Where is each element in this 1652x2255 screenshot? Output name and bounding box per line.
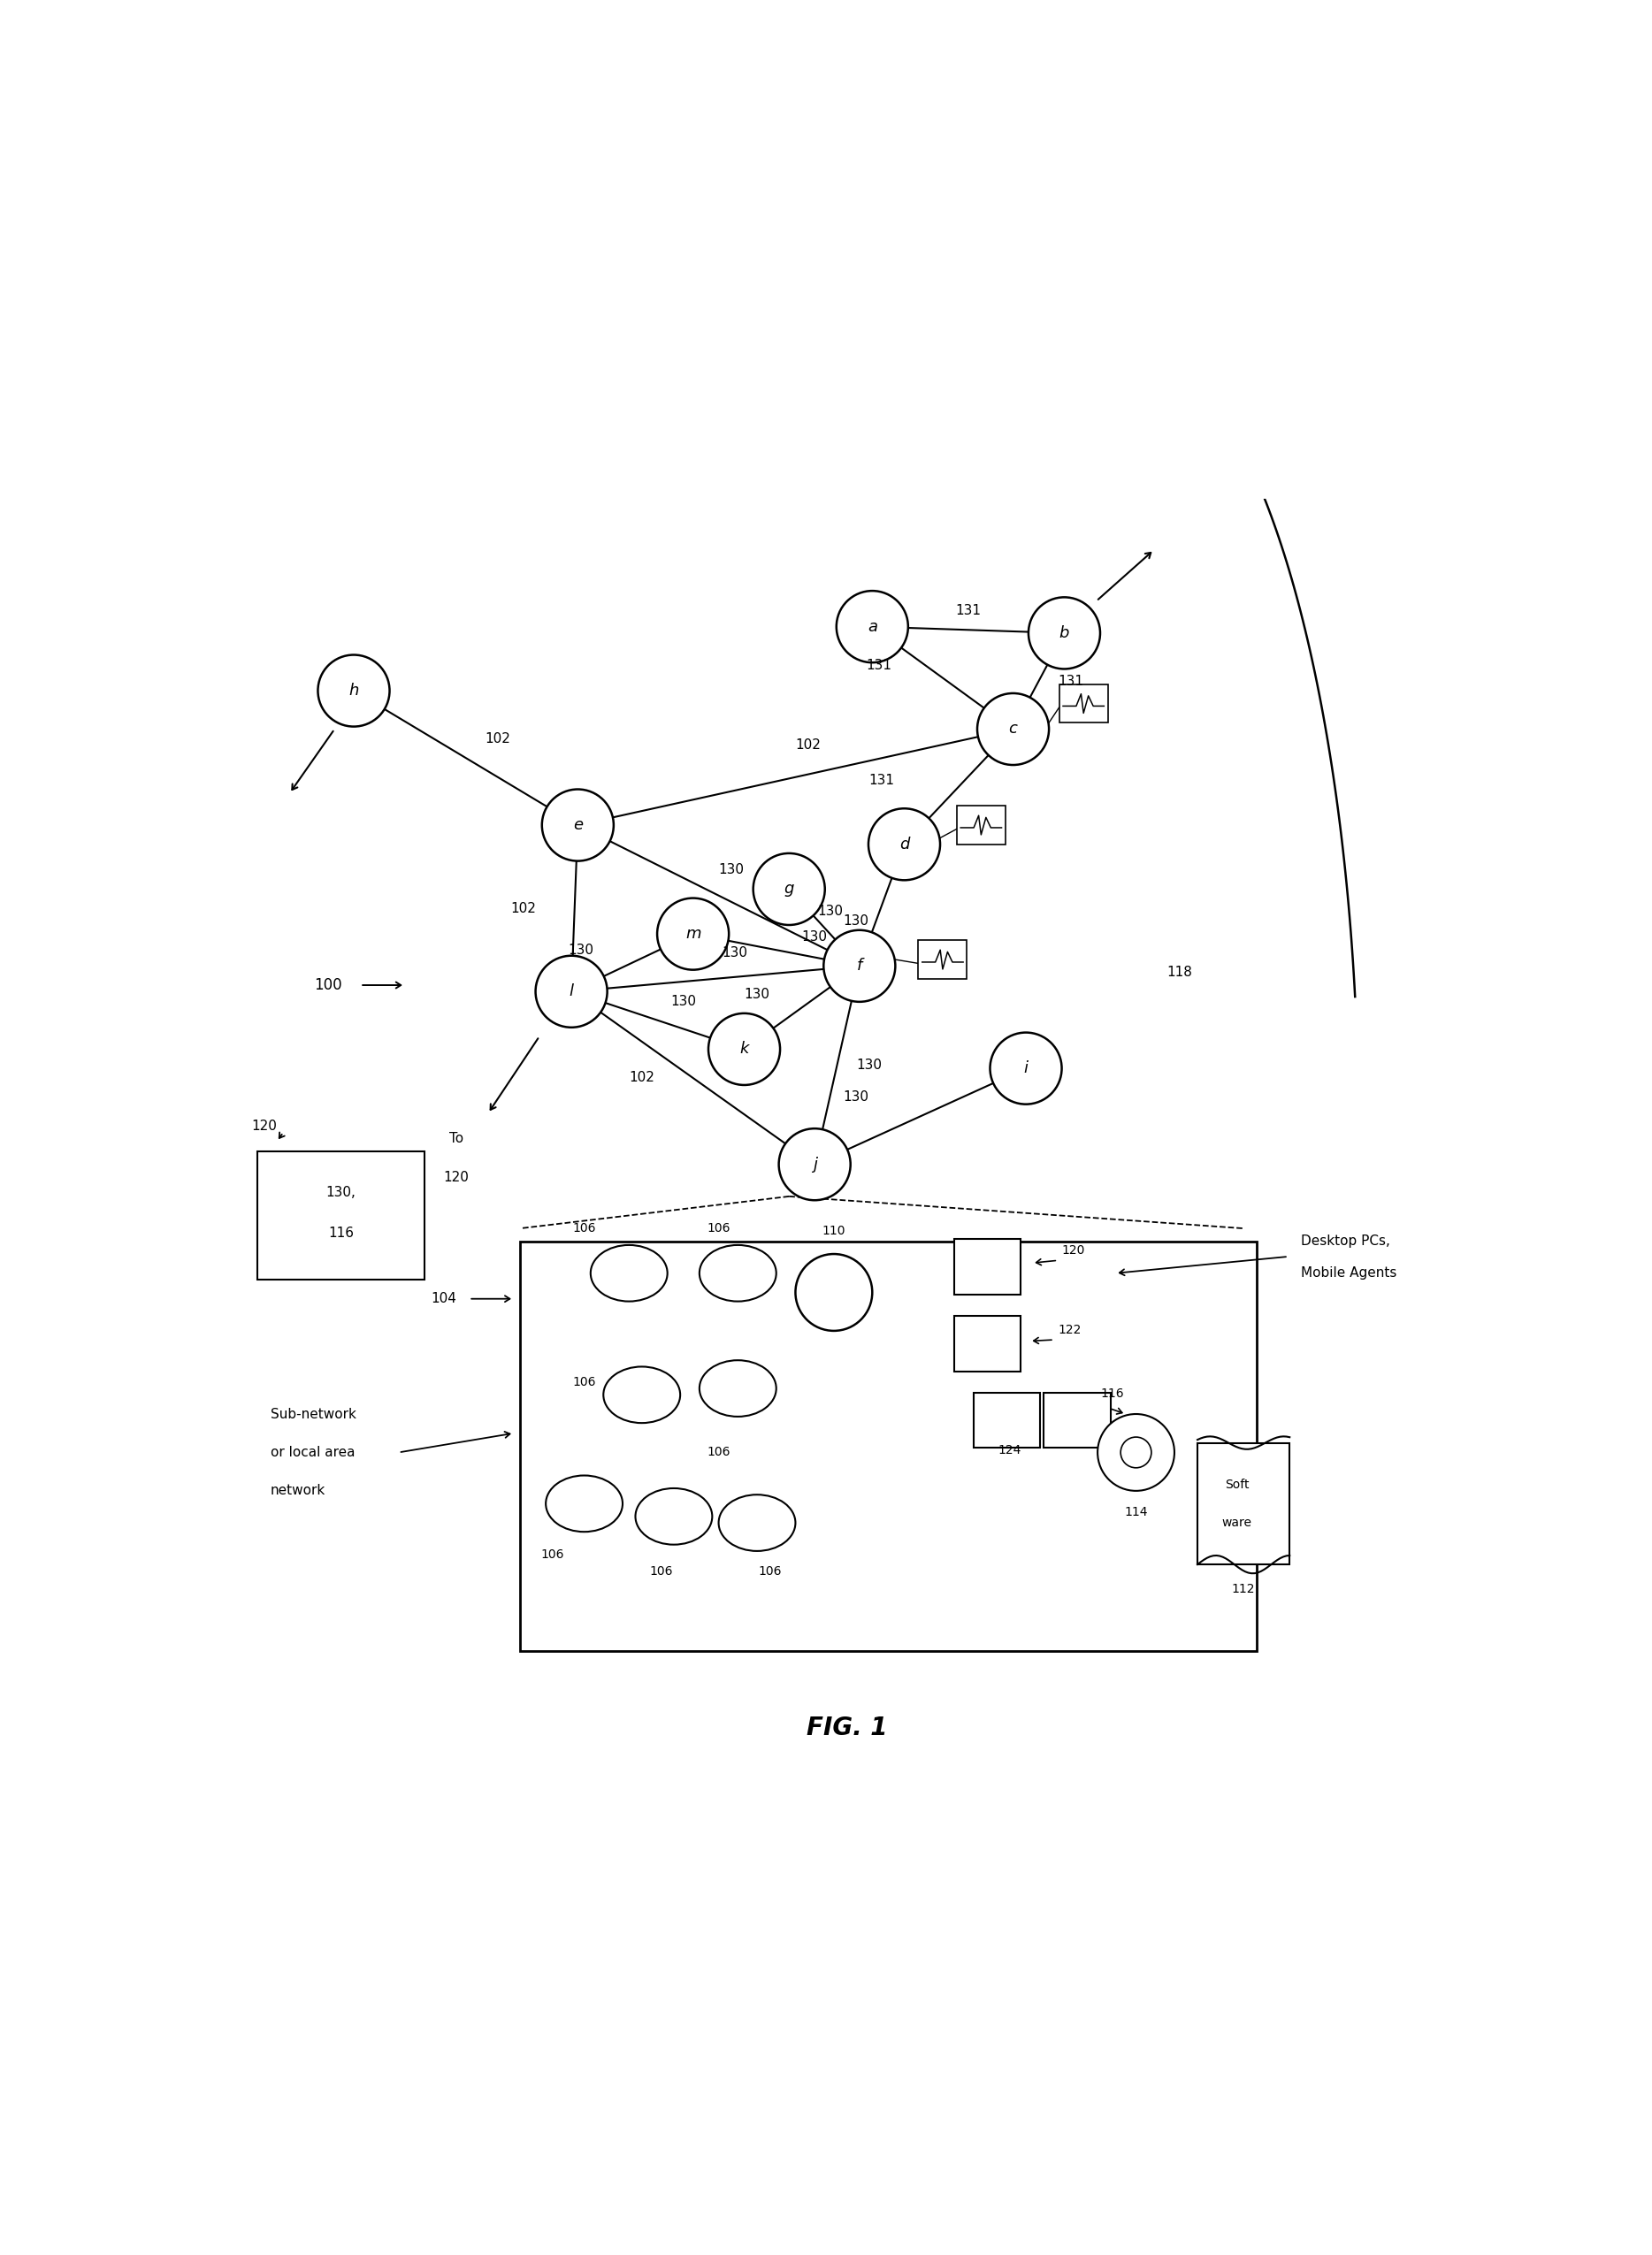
Text: 130: 130	[568, 943, 593, 956]
Text: 106: 106	[758, 1565, 781, 1578]
Text: 130: 130	[844, 1091, 869, 1103]
Text: 131: 131	[869, 773, 895, 787]
Circle shape	[1097, 1414, 1175, 1491]
Text: b: b	[1059, 625, 1069, 640]
Circle shape	[869, 810, 940, 879]
Text: 131: 131	[1057, 674, 1084, 688]
Text: 131: 131	[866, 658, 892, 672]
Circle shape	[1029, 598, 1100, 670]
Text: 120: 120	[251, 1118, 278, 1132]
Text: Soft: Soft	[1226, 1479, 1249, 1491]
Bar	[258, 1152, 425, 1279]
Text: 104: 104	[431, 1292, 456, 1306]
Ellipse shape	[719, 1495, 796, 1551]
Circle shape	[709, 1012, 780, 1085]
Text: or local area: or local area	[271, 1445, 355, 1459]
Text: c: c	[1009, 722, 1018, 737]
Bar	[1059, 683, 1108, 722]
Text: 130: 130	[719, 864, 745, 877]
Text: 110: 110	[823, 1224, 846, 1238]
Ellipse shape	[699, 1360, 776, 1416]
Circle shape	[535, 956, 608, 1028]
Text: j: j	[813, 1157, 816, 1173]
Text: 118: 118	[1166, 965, 1193, 979]
Circle shape	[778, 1128, 851, 1200]
Ellipse shape	[699, 1245, 776, 1301]
Text: 131: 131	[955, 604, 981, 618]
Bar	[919, 940, 966, 979]
Text: k: k	[740, 1042, 748, 1058]
Text: 102: 102	[486, 733, 510, 746]
Text: h: h	[349, 683, 358, 699]
Text: 130: 130	[844, 916, 869, 927]
Text: 130,: 130,	[325, 1186, 355, 1200]
Bar	[955, 1240, 1021, 1294]
Bar	[957, 805, 1006, 843]
Text: network: network	[271, 1484, 325, 1497]
Text: 102: 102	[796, 737, 821, 751]
Text: 130: 130	[722, 947, 747, 961]
Text: 130: 130	[818, 904, 844, 918]
Text: 106: 106	[707, 1222, 730, 1233]
Text: Sub-network: Sub-network	[271, 1407, 357, 1421]
Circle shape	[990, 1033, 1062, 1105]
Text: 120: 120	[443, 1170, 469, 1184]
Circle shape	[657, 897, 729, 970]
Text: 116: 116	[329, 1227, 354, 1240]
Circle shape	[978, 692, 1049, 764]
Text: FIG. 1: FIG. 1	[806, 1716, 887, 1741]
Text: 102: 102	[629, 1071, 654, 1085]
Text: f: f	[857, 958, 862, 974]
Ellipse shape	[545, 1475, 623, 1531]
Text: 130: 130	[671, 994, 695, 1008]
Text: 120: 120	[1062, 1245, 1085, 1256]
Text: 106: 106	[573, 1376, 596, 1389]
Text: Mobile Agents: Mobile Agents	[1302, 1267, 1398, 1281]
Text: 100: 100	[314, 976, 342, 992]
Text: 116: 116	[1100, 1387, 1123, 1400]
Text: 106: 106	[707, 1445, 730, 1459]
Text: 130: 130	[856, 1058, 882, 1071]
FancyBboxPatch shape	[1198, 1443, 1290, 1565]
Text: 106: 106	[573, 1222, 596, 1233]
Bar	[955, 1317, 1021, 1371]
Circle shape	[836, 591, 909, 663]
Bar	[520, 1240, 1257, 1651]
Text: 112: 112	[1232, 1583, 1256, 1597]
Text: 106: 106	[540, 1549, 563, 1560]
Text: 130: 130	[801, 931, 828, 945]
Text: e: e	[573, 816, 583, 832]
Text: 122: 122	[1057, 1324, 1080, 1335]
Text: Desktop PCs,: Desktop PCs,	[1302, 1233, 1391, 1247]
Circle shape	[824, 929, 895, 1001]
Ellipse shape	[591, 1245, 667, 1301]
Ellipse shape	[603, 1367, 681, 1423]
Text: g: g	[785, 882, 795, 897]
Text: l: l	[570, 983, 573, 999]
Bar	[973, 1394, 1041, 1448]
Circle shape	[1120, 1436, 1151, 1468]
Text: 130: 130	[743, 988, 770, 1001]
Text: 114: 114	[1125, 1506, 1148, 1520]
Text: i: i	[1024, 1060, 1028, 1076]
Bar	[1044, 1394, 1110, 1448]
Text: m: m	[686, 927, 700, 943]
Text: 124: 124	[998, 1443, 1021, 1457]
Text: 102: 102	[510, 902, 537, 916]
Circle shape	[796, 1254, 872, 1330]
Ellipse shape	[636, 1488, 712, 1545]
Text: To: To	[449, 1132, 463, 1146]
Text: ware: ware	[1222, 1518, 1252, 1529]
Text: a: a	[867, 618, 877, 634]
Circle shape	[753, 852, 824, 925]
Circle shape	[317, 654, 390, 726]
Text: d: d	[899, 837, 909, 852]
Text: 106: 106	[649, 1565, 672, 1578]
Circle shape	[542, 789, 613, 861]
